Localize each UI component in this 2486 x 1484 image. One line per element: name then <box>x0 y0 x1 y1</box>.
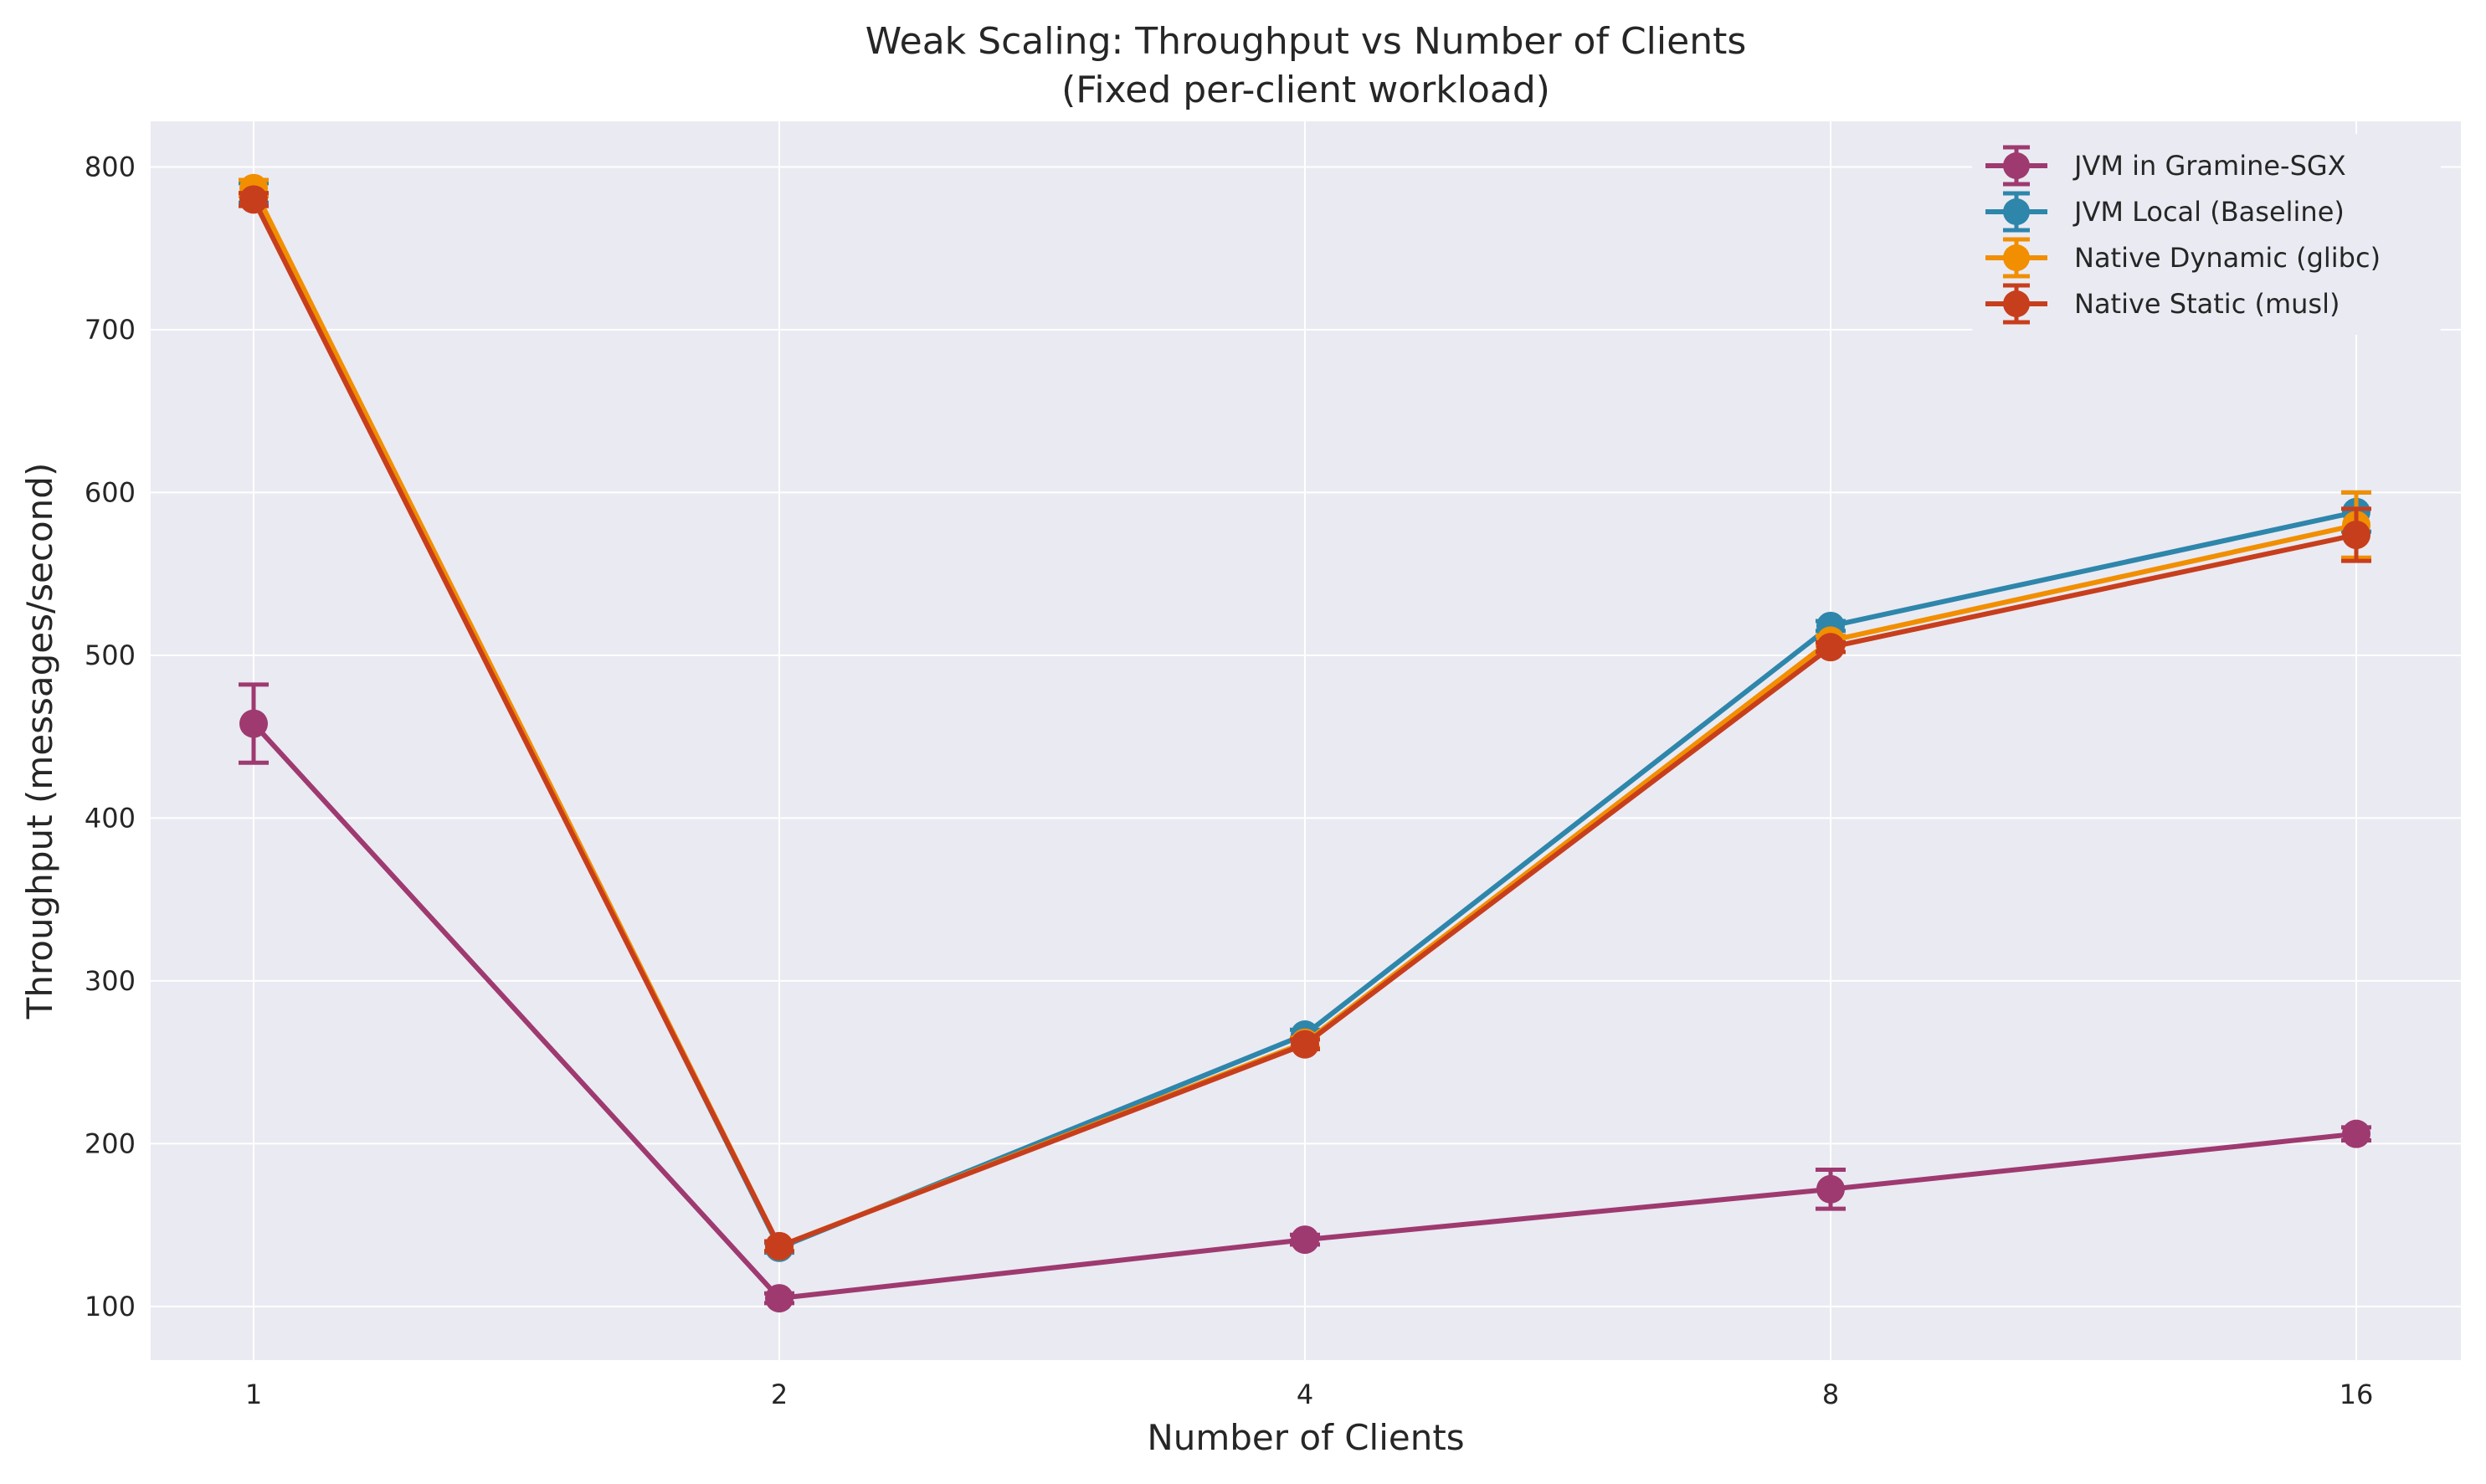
y-axis-label: Throughput (messages/second) <box>19 463 60 1020</box>
y-tick-label: 800 <box>85 151 136 182</box>
data-point <box>1816 1174 1845 1204</box>
data-point <box>1816 633 1845 662</box>
legend: JVM in Gramine-SGX JVM Local (Baseline) Na… <box>1972 134 2441 335</box>
data-point <box>239 185 268 214</box>
series-group <box>239 173 2371 1313</box>
y-tick-label: 500 <box>85 639 136 671</box>
chart-subtitle: (Fixed per-client workload) <box>1061 69 1550 111</box>
legend-item-native-static-musl: Native Static (musl) <box>1985 283 2340 325</box>
y-tick-label: 100 <box>85 1291 136 1322</box>
data-point <box>239 709 268 738</box>
y-tick-label: 200 <box>85 1127 136 1159</box>
data-point <box>2342 520 2370 549</box>
y-tick-label: 300 <box>85 965 136 997</box>
legend-marker <box>2003 152 2030 179</box>
legend-marker <box>2003 290 2030 317</box>
legend-label: Native Static (musl) <box>2074 288 2340 320</box>
legend-marker <box>2003 244 2030 271</box>
chart-title: Weak Scaling: Throughput vs Number of Cl… <box>865 20 1747 63</box>
data-point <box>1291 1030 1319 1059</box>
y-tick-label: 400 <box>85 802 136 834</box>
x-tick-label: 1 <box>245 1379 262 1410</box>
x-tick-label: 8 <box>1822 1379 1839 1410</box>
series-native-static-musl <box>239 185 2371 1261</box>
x-tick-label: 4 <box>1297 1379 1313 1410</box>
data-point <box>765 1231 794 1261</box>
data-point <box>1291 1225 1319 1255</box>
data-point <box>2342 1119 2370 1148</box>
y-tick-label: 600 <box>85 476 136 508</box>
legend-marker <box>2003 198 2030 225</box>
legend-item-native-dynamic-glibc: Native Dynamic (glibc) <box>1985 237 2381 279</box>
x-tick-label: 16 <box>2340 1379 2374 1410</box>
legend-item-jvm-local-baseline: JVM Local (Baseline) <box>1985 191 2345 233</box>
x-axis-label: Number of Clients <box>1147 1417 1464 1458</box>
y-tick-label: 700 <box>85 314 136 346</box>
legend-label: JVM Local (Baseline) <box>2073 196 2345 228</box>
series-jvm-in-gramine-sgx <box>239 682 2371 1313</box>
legend-box <box>1972 134 2441 335</box>
legend-item-jvm-in-gramine-sgx: JVM in Gramine-SGX <box>1985 145 2346 187</box>
x-tick-label: 2 <box>771 1379 788 1410</box>
axes: 100 200 300 400 500 600 700 800 1 2 4 8 16 <box>85 151 2373 1410</box>
data-point <box>765 1284 794 1313</box>
legend-label: Native Dynamic (glibc) <box>2074 242 2381 274</box>
legend-label: JVM in Gramine-SGX <box>2073 150 2346 182</box>
